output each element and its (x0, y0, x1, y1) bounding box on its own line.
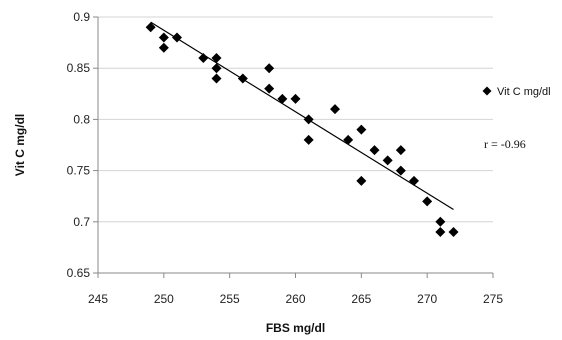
data-point (303, 114, 314, 125)
trendline (150, 21, 454, 211)
data-point (343, 134, 354, 145)
data-point (172, 32, 182, 43)
x-axis-ticks: 245 250 255 260 265 270 275 (88, 273, 503, 306)
x-tick-label: 260 (285, 292, 305, 306)
y-tick-label: 0.7 (73, 215, 90, 229)
trendline-group (150, 21, 454, 211)
legend-label: Vit C mg/dl (497, 86, 551, 98)
data-point (395, 165, 406, 176)
x-tick-label: 250 (154, 292, 174, 306)
data-point (290, 93, 301, 104)
data-point (198, 52, 209, 63)
data-point (211, 73, 222, 84)
x-tick-label: 265 (351, 292, 371, 306)
data-point (264, 63, 275, 74)
data-point (448, 227, 459, 238)
data-point (211, 63, 222, 74)
x-tick-label: 270 (417, 292, 437, 306)
legend: Vit C mg/dl (482, 86, 551, 98)
y-tick-label: 0.85 (67, 61, 91, 75)
data-point (158, 32, 169, 43)
x-tick-label: 255 (220, 292, 240, 306)
y-tick-label: 0.75 (67, 164, 91, 178)
data-point (382, 155, 393, 166)
data-points (145, 22, 459, 238)
data-point (211, 52, 222, 63)
data-point (409, 175, 419, 186)
y-tick-label: 0.65 (67, 266, 91, 280)
x-tick-label: 245 (88, 292, 108, 306)
data-point (277, 93, 288, 104)
y-tick-label: 0.9 (73, 10, 90, 24)
data-point (435, 227, 446, 238)
legend-marker-icon (482, 86, 492, 96)
y-tick-label: 0.8 (73, 112, 90, 126)
data-point (356, 124, 367, 135)
y-axis-title: Vit C mg/dl (13, 114, 27, 176)
data-point (158, 42, 169, 53)
data-point (356, 175, 367, 186)
x-axis-title: FBS mg/dl (266, 321, 325, 335)
data-point (422, 196, 433, 207)
correlation-annotation: r = -0.96 (484, 137, 526, 151)
data-point (145, 22, 156, 33)
data-point (435, 216, 446, 227)
axes (97, 17, 493, 274)
grid-lines (98, 16, 493, 223)
x-tick-label: 275 (483, 292, 503, 306)
data-point (369, 145, 380, 156)
y-axis-ticks: 0.65 0.7 0.75 0.8 0.85 0.9 (67, 10, 98, 280)
data-point (395, 145, 406, 156)
data-point (237, 73, 248, 84)
data-point (303, 134, 314, 145)
data-point (264, 83, 275, 94)
data-point (330, 104, 340, 115)
